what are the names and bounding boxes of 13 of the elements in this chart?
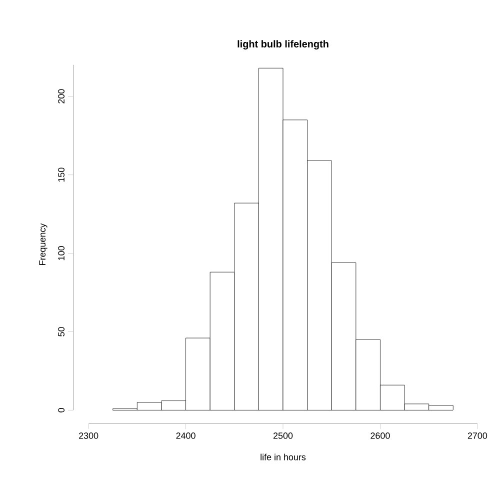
y-tick-label: 0 [58, 408, 64, 412]
y-axis-title: Frequency [39, 223, 48, 265]
x-tick-label: 2700 [468, 432, 488, 439]
x-tick-label: 2300 [79, 432, 98, 439]
x-tick-label: 2400 [176, 432, 196, 439]
y-tick-label: 200 [58, 89, 64, 104]
y-tick-label: 100 [58, 246, 64, 260]
y-tick-label: 150 [58, 168, 64, 182]
x-tick-label: 2600 [370, 432, 390, 439]
chart-title: light bulb lifelength [238, 40, 328, 50]
y-tick-label: 50 [58, 327, 64, 336]
x-axis-title: life in hours [260, 454, 306, 460]
x-tick-label: 2500 [273, 432, 293, 439]
